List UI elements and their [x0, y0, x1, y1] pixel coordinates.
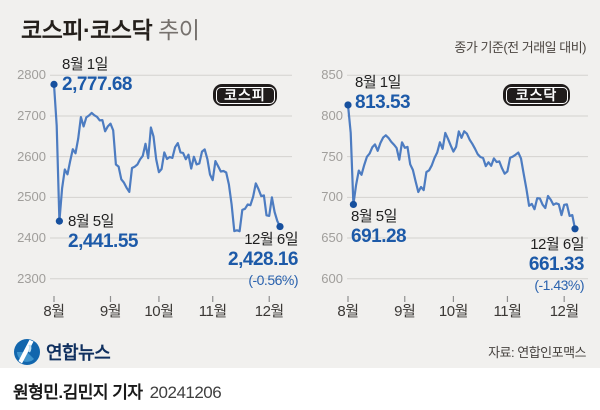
kosdaq-end-change: (-1.43%): [534, 277, 584, 293]
kospi-low-date: 8월 5일: [68, 213, 114, 230]
kospi-start-dot: [50, 80, 58, 88]
kosdaq-start-dot: [344, 101, 352, 109]
byline-names: 원형민.김민지 기자: [13, 383, 143, 402]
kospi-x-axis-label: 8월: [43, 303, 65, 320]
kospi-x-axis-label: 9월: [99, 303, 122, 320]
kospi-x-axis-label: 12월: [254, 303, 285, 320]
kosdaq-x-axis-label: 8월: [337, 303, 359, 320]
kosdaq-low-annotation: 8월 5일 691.28: [351, 208, 407, 247]
kosdaq-x-axis-label: 11월: [493, 303, 522, 320]
kosdaq-y-axis-label: 850: [321, 67, 343, 83]
kospi-low-dot: [55, 217, 63, 225]
kosdaq-x-axis-label: 9월: [394, 303, 416, 320]
kospi-y-axis-label: 2700: [17, 107, 46, 123]
kosdaq-start-date: 8월 1일: [355, 74, 401, 91]
kospi-start-value: 2,777.68: [62, 74, 132, 95]
kosdaq-y-axis-label: 650: [321, 230, 343, 246]
kosdaq-end-date: 12월 6일: [530, 236, 584, 253]
yonhap-logo-text: 연합뉴스: [46, 343, 111, 363]
kosdaq-y-axis-label: 750: [321, 148, 343, 164]
kosdaq-start-value: 813.53: [355, 92, 411, 113]
kosdaq-y-axis-label: 700: [321, 189, 343, 205]
kospi-start-annotation: 8월 1일 2,777.68: [62, 57, 132, 95]
page-title-sub: 추이: [158, 17, 200, 43]
source-credit: 자료: 연합인포맥스: [488, 345, 586, 360]
kospi-end-dot: [276, 222, 284, 231]
kosdaq-low-dot: [349, 200, 358, 209]
kospi-y-axis-label: 2400: [17, 230, 46, 246]
byline-date: 20241206: [149, 383, 222, 402]
kosdaq-x-axis-label: 10월: [438, 303, 469, 320]
yonhap-logo-icon: [14, 339, 40, 365]
byline-strip: 원형민.김민지 기자 20241206: [0, 368, 600, 410]
kospi-low-annotation: 8월 5일 2,441.55: [68, 214, 138, 252]
kosdaq-end-value: 661.33: [528, 254, 585, 275]
kosdaq-end-annotation: 12월 6일 661.33 (-1.43%): [528, 236, 585, 294]
kospi-y-axis-label: 2800: [17, 67, 46, 83]
kospi-price-line: [52, 83, 282, 233]
kosdaq-y-axis-label: 800: [321, 107, 343, 123]
kospi-end-date: 12월 6일: [244, 231, 298, 248]
kospi-low-value: 2,441.55: [68, 231, 138, 252]
kosdaq-badge: 코스닥: [503, 84, 570, 106]
kospi-x-axis-label: 11월: [198, 303, 227, 320]
kosdaq-end-dot: [571, 225, 579, 233]
kospi-start-date: 8월 1일: [62, 56, 108, 73]
yonhap-logo: 연합뉴스: [13, 338, 111, 366]
byline: 원형민.김민지 기자 20241206: [13, 378, 222, 403]
kosdaq-low-value: 691.28: [351, 226, 407, 247]
kospi-y-axis-label: 2600: [17, 148, 46, 164]
kosdaq-low-date: 8월 5일: [351, 208, 397, 225]
page-title: 코스피·코스닥 추이: [21, 17, 200, 43]
kosdaq-start-annotation: 8월 1일 813.53: [355, 74, 411, 113]
kospi-x-axis-label: 10월: [144, 303, 174, 320]
kospi-end-value: 2,428.16: [228, 249, 298, 270]
kospi-badge: 코스피: [213, 84, 277, 106]
kospi-end-change: (-0.56%): [248, 272, 298, 288]
kospi-y-axis-label: 2300: [17, 270, 46, 286]
kosdaq-x-axis-label: 12월: [549, 303, 580, 320]
kospi-y-axis-label: 2500: [17, 189, 46, 205]
basis-note: 종가 기준(전 거래일 대비): [454, 40, 586, 55]
kosdaq-y-axis-label: 600: [321, 270, 343, 286]
page-title-main: 코스피·코스닥: [21, 17, 153, 43]
kospi-end-annotation: 12월 6일 2,428.16 (-0.56%): [228, 231, 298, 289]
